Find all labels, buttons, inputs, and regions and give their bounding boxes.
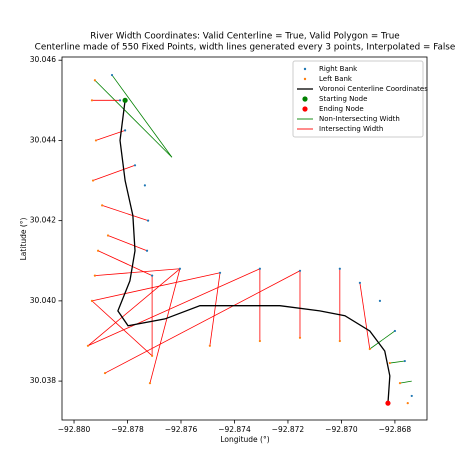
bank-point	[151, 274, 154, 277]
chart-subtitle: Centerline made of 550 Fixed Points, wid…	[35, 43, 456, 53]
y-tick-label: 30.040	[30, 296, 56, 305]
x-tick-label: −92.868	[379, 425, 412, 434]
bank-point	[403, 359, 406, 363]
y-tick-label: 30.046	[30, 55, 56, 64]
bank-point	[338, 339, 341, 343]
node	[385, 400, 391, 406]
bank-point	[258, 267, 261, 270]
width-line	[149, 268, 181, 384]
bank-point	[178, 267, 182, 270]
bank-point	[93, 79, 96, 82]
legend-label: Non-Intersecting Width	[319, 115, 400, 123]
x-axis-label: Longitude (°)	[220, 435, 269, 444]
bank-point	[406, 402, 409, 405]
bank-point	[378, 299, 382, 302]
bank-point	[110, 73, 114, 77]
bank-point	[133, 164, 137, 167]
width-line	[87, 268, 181, 347]
width-line	[389, 360, 405, 364]
width-line	[91, 300, 153, 357]
width-line	[101, 205, 149, 222]
legend-swatch	[303, 77, 307, 81]
bank-point	[388, 361, 391, 365]
centerline	[117, 100, 391, 404]
legend-swatch	[302, 106, 308, 112]
bank-point	[258, 339, 261, 343]
bank-point	[218, 271, 222, 274]
width-line	[107, 235, 148, 252]
x-tick-label: −92.878	[111, 425, 144, 434]
bank-point	[96, 249, 100, 252]
chart-title: River Width Coordinates: Valid Centerlin…	[90, 32, 399, 42]
bank-point	[298, 269, 302, 272]
width-line	[369, 330, 396, 350]
x-tick-label: −92.876	[165, 425, 198, 434]
bank-point	[124, 129, 127, 132]
width-line	[91, 272, 221, 302]
x-tick-label: −92.872	[272, 425, 305, 434]
bank-point	[148, 381, 152, 385]
node	[122, 97, 128, 103]
bank-point	[298, 336, 302, 339]
width-line	[95, 130, 126, 141]
axes-frame	[61, 56, 428, 421]
bank-point	[147, 219, 150, 222]
legend-label: Left Bank	[319, 75, 353, 83]
bank-point	[208, 344, 211, 347]
bank-point	[90, 299, 94, 302]
bank-point	[103, 371, 107, 375]
width-line	[104, 270, 301, 374]
bank-point	[338, 267, 341, 270]
bank-point	[151, 354, 154, 357]
legend-label: Intersecting Width	[319, 125, 383, 133]
bank-point	[145, 249, 149, 252]
legend-label: Starting Node	[319, 95, 367, 103]
legend-swatch	[303, 67, 307, 71]
bank-point	[93, 274, 96, 277]
bank-point	[106, 234, 110, 237]
legend-label: Ending Node	[319, 105, 364, 113]
width-line	[209, 272, 221, 346]
width-line	[94, 79, 173, 158]
width-line	[87, 268, 261, 347]
width-line	[94, 268, 180, 277]
bank-point	[118, 99, 122, 102]
bank-point	[94, 139, 98, 142]
bank-point	[393, 329, 397, 333]
width-line	[359, 282, 371, 350]
width-line	[111, 74, 173, 158]
legend-swatch	[302, 96, 308, 102]
bank-point	[101, 204, 104, 207]
y-axis-label: Latitude (°)	[19, 218, 28, 261]
bank-point	[358, 281, 361, 284]
legend-label: Right Bank	[319, 65, 358, 73]
bank-point	[91, 179, 95, 182]
x-tick-label: −92.870	[325, 425, 358, 434]
legend: Right Bank Left Bank Voronoi Centerline Co…	[292, 60, 428, 138]
bank-point	[86, 344, 90, 347]
legend-box	[292, 60, 424, 138]
legend-label: Voronoi Centerline Coordinates	[319, 85, 428, 93]
y-tick-label: 30.044	[30, 135, 56, 144]
bank-point	[368, 347, 371, 351]
x-tick-label: −92.874	[218, 425, 251, 434]
bank-point	[90, 99, 94, 102]
y-tick-label: 30.042	[30, 216, 56, 225]
bank-point	[410, 394, 413, 398]
y-tick-label: 30.038	[30, 376, 56, 385]
bank-point	[143, 184, 146, 187]
bank-point	[398, 381, 402, 385]
width-line	[399, 380, 412, 384]
width-line	[92, 164, 136, 181]
plot-area	[86, 73, 413, 406]
x-tick-label: −92.880	[58, 425, 91, 434]
